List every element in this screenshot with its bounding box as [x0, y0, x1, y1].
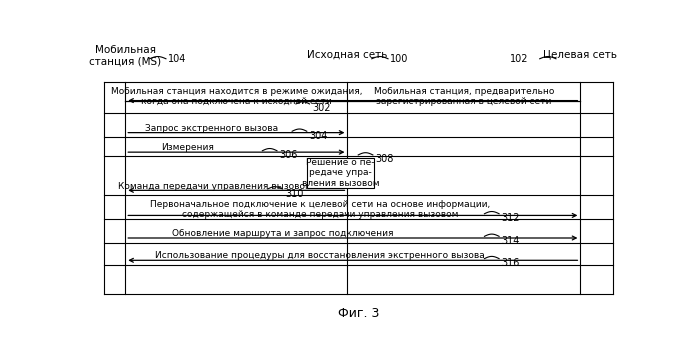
Text: Мобильная станция, предварительно
зарегистрированная в целевой сети: Мобильная станция, предварительно зареги…	[374, 87, 554, 106]
Text: 104: 104	[168, 54, 186, 64]
Text: 304: 304	[310, 131, 328, 141]
Text: 302: 302	[312, 103, 331, 113]
Text: 314: 314	[502, 236, 520, 246]
Text: Исходная сеть: Исходная сеть	[308, 50, 387, 60]
Text: Решение о пе-
редаче упра-
вления вызовом: Решение о пе- редаче упра- вления вызово…	[302, 158, 380, 188]
Text: 316: 316	[502, 258, 520, 268]
Text: Обновление маршрута и запрос подключения: Обновление маршрута и запрос подключения	[172, 229, 393, 238]
Text: Мобильная станция находится в режиме ожидания,
когда она подключена к исходной с: Мобильная станция находится в режиме ожи…	[110, 87, 362, 106]
Text: Целевая сеть: Целевая сеть	[543, 50, 617, 60]
Text: Запрос экстренного вызова: Запрос экстренного вызова	[145, 124, 278, 133]
Text: Мобильная
станция (MS): Мобильная станция (MS)	[89, 45, 161, 67]
Text: 102: 102	[510, 54, 529, 64]
Text: Команда передачи управления вызовом: Команда передачи управления вызовом	[117, 182, 312, 191]
Text: Измерения: Измерения	[161, 143, 214, 152]
Text: Использование процедуры для восстановления экстренного вызова: Использование процедуры для восстановлен…	[155, 251, 485, 260]
Text: 308: 308	[375, 154, 394, 164]
Text: Фиг. 3: Фиг. 3	[338, 307, 379, 320]
Text: 310: 310	[285, 189, 303, 199]
FancyBboxPatch shape	[307, 158, 375, 188]
Text: 306: 306	[280, 151, 298, 160]
Text: 312: 312	[502, 214, 520, 223]
Text: Первоначальное подключение к целевой сети на основе информации,
содержащейся в к: Первоначальное подключение к целевой сет…	[150, 199, 491, 219]
Text: 100: 100	[389, 54, 408, 64]
